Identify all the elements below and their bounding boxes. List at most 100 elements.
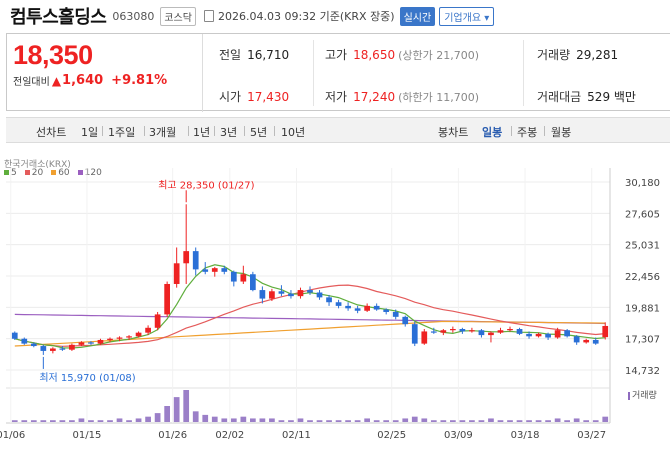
period-10y[interactable]: 10년 [281,126,306,139]
volume-bar [230,418,237,422]
change-amount: 1,640 [62,73,104,88]
volume-bar [373,420,380,422]
volume-bar [326,420,332,422]
candle-body [59,348,66,350]
price-chart[interactable]: 30,180 27,605 25,031 22,456 19,881 17,307 14,7… [0,148,670,461]
prev-close: 전일 16,710 [219,48,290,62]
candle-body [516,329,523,334]
volume-bar [126,420,132,422]
y-tick-label: 25,031 [625,241,660,252]
volume-bar [250,418,256,422]
volume-bar [592,420,599,422]
volume-bar [507,420,513,422]
stock-code: 063080 [112,9,155,23]
candle-body [278,291,285,294]
x-tick-label: 02/25 [377,430,406,441]
timestamp-text: 2026.04.03 09:32 기준(KRX 장중) [217,10,395,23]
volume-bar [573,418,580,422]
candle-monthly[interactable]: 월봉 [551,126,572,139]
volume-bar [30,420,37,422]
candle-body [69,344,75,350]
volume-bar [421,418,428,422]
volume-bar [478,420,485,422]
volume-bar [259,418,266,422]
volume-bar [278,420,285,422]
period-5y[interactable]: 5년 [250,126,268,139]
stock-name: 컴투스홀딩스 [10,7,107,28]
candle-body [573,336,580,343]
candle-body [602,325,609,338]
volume-bar [411,416,418,422]
timestamp: 2026.04.03 09:32 기준(KRX 장중) [203,8,395,24]
realtime-button[interactable]: 실시간 [399,6,436,26]
y-tick-label: 22,456 [625,272,660,283]
period-3m[interactable]: 3개월 [149,126,177,139]
current-price: 18,350 [13,40,93,70]
candle-body [40,346,47,351]
candle-body [335,302,342,306]
candle-body [326,297,332,303]
price-area: 18,350 전일대비 ▲ 1,640 +9.81% [7,34,203,112]
high-price: 고가 18,650 (상한가 21,700) [325,48,480,62]
volume-bar [107,420,113,422]
volume-bar [383,420,390,422]
volume-bar [545,420,551,422]
candle-body [164,283,170,315]
volume-bar [192,411,199,422]
volume-bar [40,420,47,422]
open-price: 시가 17,430 [219,90,290,104]
volume-bar [316,420,323,422]
candle-daily[interactable]: 일봉 [482,126,503,139]
low-price: 저가 17,240 (하한가 11,700) [325,90,480,104]
volume-bar [488,418,494,422]
candle-body [497,330,504,333]
period-1y[interactable]: 1년 [193,126,211,139]
change-label: 전일대비 [13,77,50,88]
y-tick-label: 30,180 [625,178,660,189]
candle-body [478,330,485,336]
candle-body [392,311,399,317]
divider [523,40,524,106]
candle-body [459,329,466,332]
candle-chart-button[interactable]: 봉차트 [438,126,469,139]
low-annotation: 최저 15,970 (01/08) [39,372,135,384]
period-3y[interactable]: 3년 [220,126,238,139]
volume-bar [116,418,123,422]
candles [11,204,609,355]
ma60-line [14,320,606,347]
candle-body [345,305,351,309]
candle-body [173,263,180,284]
x-axis: 01/06 01/15 01/26 02/02 02/11 02/25 03/09 03/18… [0,430,606,441]
ma5-line [14,264,606,349]
volume-bar [307,420,313,422]
candle-body [30,343,37,347]
candle-body [192,251,199,270]
volume-bar [459,420,466,422]
candle-body [88,342,94,344]
candle-weekly[interactable]: 주봉 [517,126,538,139]
volume-bar [164,406,170,422]
volume-bar [583,420,590,422]
volume-bar [135,418,142,422]
company-overview-button[interactable]: 기업개요 ▾ [439,6,495,26]
volume-bar [602,416,609,422]
candle-body [240,274,247,282]
high-annotation: 최고 28,350 (01/27) [158,179,254,191]
candle-body [402,316,409,325]
candle-body [126,336,132,338]
y-tick-label: 14,732 [625,366,660,377]
up-arrow-icon: ▲ [51,73,62,88]
divider [313,40,314,106]
candle-body [11,332,18,339]
volume-bar [430,420,437,422]
calendar-icon [203,10,214,22]
period-1w[interactable]: 1주일 [108,126,136,139]
ma-legend: 5 20 60 120 [4,168,102,178]
line-chart-button[interactable]: 선차트 [36,126,67,139]
candle-body [421,331,428,344]
candle-body [526,333,532,337]
volume-bar [440,420,447,422]
quote-stats: 전일 16,710 시가 17,430 고가 18,650 (상한가 21,700) 저… [203,34,670,112]
candle-body [545,333,551,338]
period-1d[interactable]: 1일 [81,126,99,139]
